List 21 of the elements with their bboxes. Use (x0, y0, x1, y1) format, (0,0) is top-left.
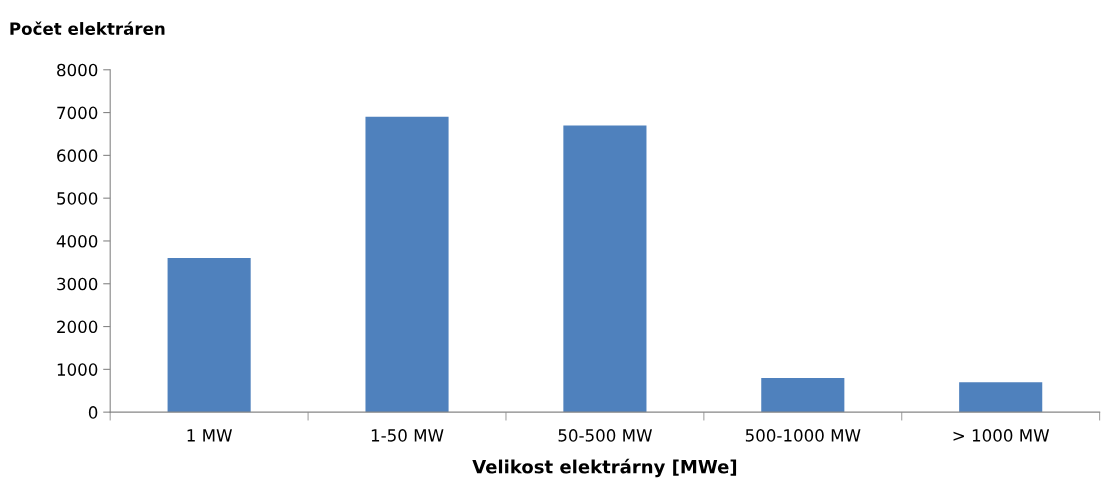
bar (563, 125, 647, 413)
y-tick-label: 5000 (57, 192, 98, 205)
bar (167, 258, 251, 413)
x-tick-label: 1-50 MW (371, 429, 444, 442)
x-axis-title: Velikost elektrárny [MWe] (472, 458, 737, 478)
x-tick-label: 1 MW (187, 429, 232, 442)
y-tick-label: 4000 (56, 234, 98, 248)
x-tick-label: > 1000 MW (953, 429, 1050, 442)
bar (365, 116, 449, 413)
x-tick-label: 50-500 MW (558, 429, 652, 442)
y-tick-label: 8000 (57, 63, 98, 77)
bar (761, 377, 845, 413)
y-tick-label: 7000 (57, 106, 98, 120)
y-axis-title: Počet elektráren (10, 21, 165, 35)
x-tick-label: 500-1000 MW (745, 429, 861, 442)
y-tick-label: 1000 (57, 363, 98, 376)
y-tick-label: 3000 (57, 277, 98, 291)
bar (959, 382, 1043, 413)
y-tick-label: 0 (88, 406, 98, 419)
y-tick-label: 6000 (57, 149, 98, 162)
y-tick-label: 2000 (57, 320, 98, 334)
